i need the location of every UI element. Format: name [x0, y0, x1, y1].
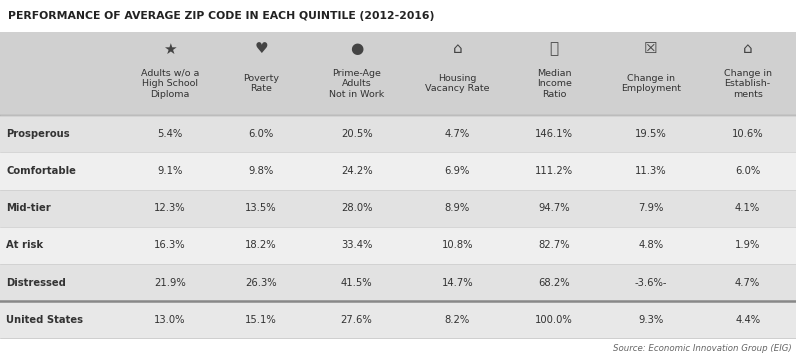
Text: 16.3%: 16.3%	[154, 240, 185, 251]
Text: 82.7%: 82.7%	[538, 240, 570, 251]
Bar	[0, 32, 796, 115]
Text: 15.1%: 15.1%	[245, 315, 277, 325]
Bar	[0, 152, 796, 190]
Text: Mid-tier: Mid-tier	[6, 203, 51, 213]
Text: 8.9%: 8.9%	[445, 203, 470, 213]
Text: 8.2%: 8.2%	[445, 315, 470, 325]
Text: Change in
Employment: Change in Employment	[621, 74, 681, 94]
Text: 68.2%: 68.2%	[538, 278, 570, 288]
Text: 9.3%: 9.3%	[638, 315, 664, 325]
Bar	[0, 227, 796, 264]
Text: Change in
Establish-
ments: Change in Establish- ments	[724, 69, 771, 99]
Bar	[0, 301, 796, 338]
Text: -3.6%-: -3.6%-	[634, 278, 667, 288]
Text: 10.8%: 10.8%	[442, 240, 473, 251]
Text: At risk: At risk	[6, 240, 44, 251]
Text: 27.6%: 27.6%	[341, 315, 373, 325]
Text: Ⓢ: Ⓢ	[549, 41, 559, 57]
Text: United States: United States	[6, 315, 84, 325]
Text: ⌂: ⌂	[453, 41, 462, 57]
Text: 5.4%: 5.4%	[157, 129, 182, 139]
Text: 21.9%: 21.9%	[154, 278, 185, 288]
Text: 94.7%: 94.7%	[538, 203, 570, 213]
Text: 26.3%: 26.3%	[245, 278, 277, 288]
Text: Poverty
Rate: Poverty Rate	[243, 74, 279, 94]
Text: 6.9%: 6.9%	[445, 166, 470, 176]
Text: 33.4%: 33.4%	[341, 240, 373, 251]
Text: Source: Economic Innovation Group (EIG): Source: Economic Innovation Group (EIG)	[613, 343, 792, 353]
Text: ★: ★	[163, 41, 177, 57]
Text: ●: ●	[350, 41, 363, 57]
Text: Median
Income
Ratio: Median Income Ratio	[537, 69, 572, 99]
Text: 19.5%: 19.5%	[635, 129, 667, 139]
Text: 4.1%: 4.1%	[735, 203, 760, 213]
Bar	[0, 115, 796, 152]
Text: 4.8%: 4.8%	[638, 240, 663, 251]
Bar	[0, 190, 796, 227]
Bar	[0, 0, 796, 32]
Text: 6.0%: 6.0%	[735, 166, 760, 176]
Text: PERFORMANCE OF AVERAGE ZIP CODE IN EACH QUINTILE (2012-2016): PERFORMANCE OF AVERAGE ZIP CODE IN EACH …	[8, 10, 435, 21]
Text: 41.5%: 41.5%	[341, 278, 373, 288]
Text: 7.9%: 7.9%	[638, 203, 664, 213]
Text: 20.5%: 20.5%	[341, 129, 373, 139]
Text: 4.4%: 4.4%	[735, 315, 760, 325]
Text: 28.0%: 28.0%	[341, 203, 373, 213]
Text: Distressed: Distressed	[6, 278, 66, 288]
Text: 146.1%: 146.1%	[535, 129, 573, 139]
Text: Prosperous: Prosperous	[6, 129, 70, 139]
Text: 6.0%: 6.0%	[248, 129, 274, 139]
Text: 14.7%: 14.7%	[442, 278, 474, 288]
Text: ☒: ☒	[644, 41, 657, 57]
Bar	[0, 264, 796, 301]
Text: 111.2%: 111.2%	[535, 166, 573, 176]
Text: 18.2%: 18.2%	[245, 240, 277, 251]
Text: 12.3%: 12.3%	[154, 203, 185, 213]
Text: ⌂: ⌂	[743, 41, 752, 57]
Text: Housing
Vacancy Rate: Housing Vacancy Rate	[425, 74, 490, 94]
Text: 13.5%: 13.5%	[245, 203, 277, 213]
Text: 9.1%: 9.1%	[157, 166, 182, 176]
Text: 11.3%: 11.3%	[635, 166, 667, 176]
Text: 4.7%: 4.7%	[445, 129, 470, 139]
Text: Adults w/o a
High School
Diploma: Adults w/o a High School Diploma	[141, 69, 199, 99]
Text: 1.9%: 1.9%	[735, 240, 760, 251]
Text: Comfortable: Comfortable	[6, 166, 76, 176]
Text: 10.6%: 10.6%	[732, 129, 763, 139]
Text: 24.2%: 24.2%	[341, 166, 373, 176]
Text: 4.7%: 4.7%	[735, 278, 760, 288]
Text: Prime-Age
Adults
Not in Work: Prime-Age Adults Not in Work	[329, 69, 384, 99]
Text: 13.0%: 13.0%	[154, 315, 185, 325]
Text: ♥: ♥	[254, 41, 268, 57]
Text: 9.8%: 9.8%	[248, 166, 274, 176]
Text: 100.0%: 100.0%	[535, 315, 573, 325]
